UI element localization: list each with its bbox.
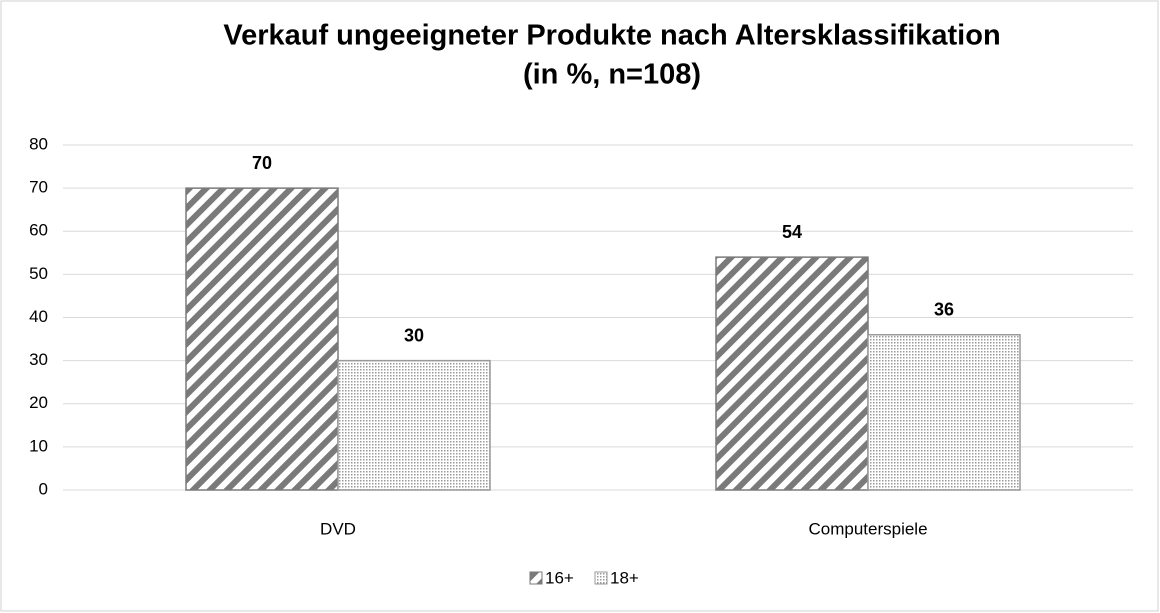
y-tick-label: 70: [29, 178, 48, 197]
data-label: 70: [252, 153, 272, 173]
x-tick-label: DVD: [320, 519, 356, 538]
y-tick-label: 10: [29, 436, 48, 455]
chart-title: Verkauf ungeeigneter Produkte nach Alter…: [223, 20, 1000, 52]
data-label: 54: [782, 222, 802, 242]
y-tick-label: 0: [39, 479, 48, 498]
y-tick-label: 40: [29, 307, 48, 326]
y-tick-label: 80: [29, 134, 48, 153]
data-label: 30: [404, 325, 424, 345]
bar: [715, 256, 869, 491]
legend-label: 18+: [610, 568, 639, 587]
y-tick-label: 30: [29, 350, 48, 369]
bar: [867, 334, 1021, 491]
legend-swatch: [529, 571, 543, 585]
bar: [337, 359, 491, 491]
y-tick-label: 60: [29, 221, 48, 240]
x-tick-label: Computerspiele: [808, 519, 927, 538]
chart-subtitle: (in %, n=108): [523, 59, 701, 91]
legend-swatch: [594, 571, 608, 585]
y-tick-label: 50: [29, 264, 48, 283]
data-label: 36: [934, 300, 954, 320]
legend-label: 16+: [545, 568, 574, 587]
y-tick-label: 20: [29, 393, 48, 412]
bar: [185, 187, 339, 491]
